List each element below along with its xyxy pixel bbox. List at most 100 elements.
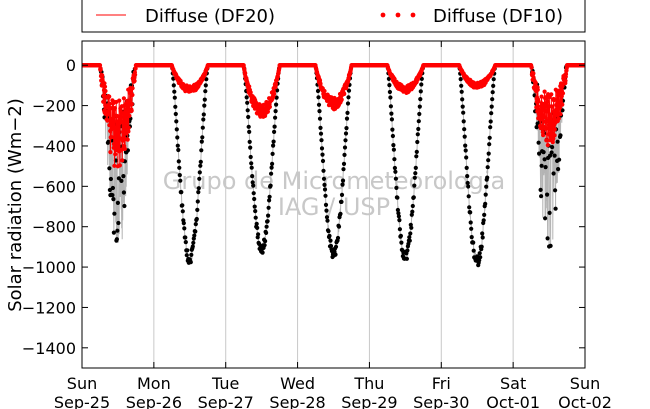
global-point xyxy=(328,243,334,249)
global-point xyxy=(415,139,420,145)
global-point xyxy=(189,252,194,257)
global-point xyxy=(114,237,119,242)
global-point xyxy=(250,180,255,185)
global-point xyxy=(419,82,424,87)
global-point xyxy=(542,157,547,162)
x-tick-label-day: Sun xyxy=(570,374,600,393)
diffuse-point xyxy=(103,88,108,94)
diffuse-point xyxy=(122,146,127,151)
watermark-line-1: Grupo de Micrometeorologia xyxy=(163,167,505,195)
global-point xyxy=(106,139,111,144)
global-point xyxy=(264,224,269,229)
x-tick-label-day: Thu xyxy=(353,374,384,393)
diffuse-point xyxy=(549,127,554,132)
global-point xyxy=(391,143,396,148)
global-point xyxy=(252,196,257,202)
y-tick-label: −600 xyxy=(32,177,76,196)
global-point xyxy=(553,206,558,211)
global-point xyxy=(265,219,270,224)
global-point xyxy=(197,176,202,181)
global-point xyxy=(196,186,201,191)
global-point xyxy=(256,232,261,237)
legend-label-df10: Diffuse (DF10) xyxy=(433,6,563,27)
global-point xyxy=(488,119,493,124)
diffuse-point xyxy=(108,150,113,155)
global-point xyxy=(272,129,277,134)
global-point xyxy=(110,193,115,198)
global-point xyxy=(175,135,180,140)
y-tick-label: 0 xyxy=(66,56,76,75)
global-point xyxy=(491,83,496,88)
diffuse-point xyxy=(132,78,137,84)
global-point xyxy=(489,111,494,116)
global-point xyxy=(110,185,115,191)
global-point xyxy=(327,233,332,238)
global-point xyxy=(195,199,200,204)
global-point xyxy=(247,129,252,134)
global-point xyxy=(274,95,279,100)
global-point xyxy=(274,102,279,107)
global-point xyxy=(336,224,342,229)
diffuse-point xyxy=(101,99,106,104)
diffuse-point xyxy=(100,73,105,78)
global-point xyxy=(268,183,273,188)
global-point xyxy=(537,151,542,156)
global-point xyxy=(555,139,560,144)
global-point xyxy=(271,139,276,144)
diffuse-point xyxy=(558,112,563,117)
global-point xyxy=(346,95,351,100)
diffuse-point xyxy=(130,92,135,98)
global-point xyxy=(194,216,199,222)
diffuse-point xyxy=(551,98,556,103)
y-tick-label: −800 xyxy=(32,218,76,237)
global-point xyxy=(463,148,468,153)
x-tick-label-date: Sep-27 xyxy=(198,393,254,409)
global-point xyxy=(251,183,256,188)
global-point xyxy=(389,111,394,116)
global-point xyxy=(318,131,324,136)
global-point xyxy=(343,138,348,143)
global-point xyxy=(108,176,113,182)
diffuse-point xyxy=(541,133,546,138)
legend-box xyxy=(81,0,586,33)
global-point xyxy=(121,190,126,195)
global-point xyxy=(173,104,178,109)
global-point xyxy=(393,169,398,174)
global-point xyxy=(414,154,419,159)
global-point xyxy=(325,218,330,223)
global-point xyxy=(469,235,474,240)
global-point xyxy=(404,256,409,261)
global-point xyxy=(490,90,495,95)
global-point xyxy=(315,88,321,94)
diffuse-point xyxy=(563,78,568,83)
global-point xyxy=(462,127,467,132)
global-point xyxy=(390,127,395,132)
global-point xyxy=(260,250,265,255)
diffuse-point xyxy=(265,109,270,114)
diffuse-point xyxy=(117,163,122,168)
global-point xyxy=(253,215,258,220)
global-point xyxy=(397,227,402,232)
diffuse-point xyxy=(548,112,553,117)
global-point xyxy=(396,211,401,216)
legend-label-df20: Diffuse (DF20) xyxy=(145,6,275,27)
global-point xyxy=(462,134,467,139)
global-point xyxy=(341,167,346,172)
global-point xyxy=(485,175,490,180)
global-point xyxy=(246,114,251,120)
legend-swatch-df10-dot-1 xyxy=(380,12,386,18)
diffuse-point xyxy=(113,152,118,157)
global-point xyxy=(411,195,416,200)
diffuse-point xyxy=(121,114,126,120)
global-point xyxy=(191,236,196,241)
global-point xyxy=(460,97,465,102)
global-point xyxy=(266,205,271,210)
global-point xyxy=(320,158,326,164)
global-point xyxy=(415,132,420,137)
global-point xyxy=(318,125,323,130)
global-point xyxy=(270,161,275,166)
diffuse-point xyxy=(545,99,550,104)
y-tick-label: −400 xyxy=(32,137,76,156)
global-point xyxy=(408,231,413,236)
